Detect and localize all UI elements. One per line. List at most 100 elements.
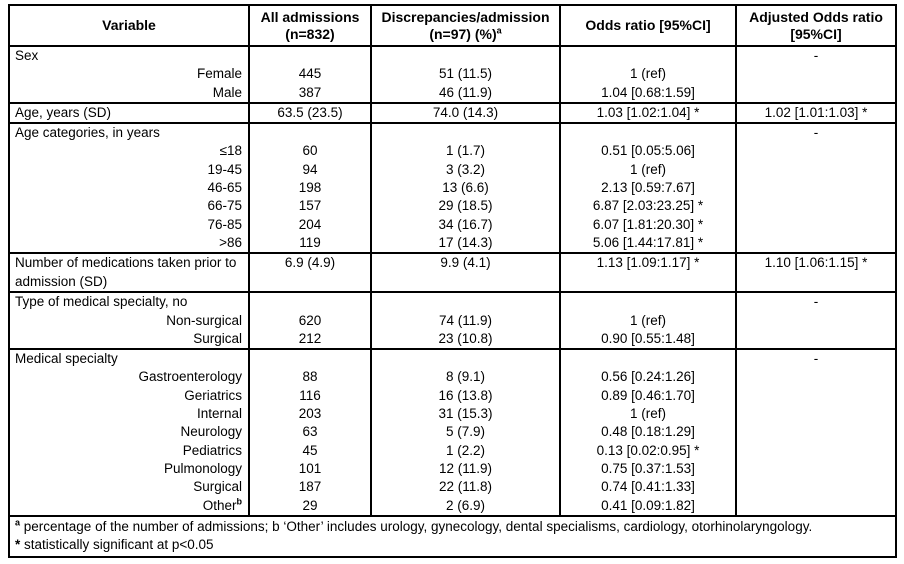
cell-discrepancies bbox=[370, 47, 559, 66]
cell-discrepancies bbox=[370, 350, 559, 369]
footnote-significance: * statistically significant at p<0.05 bbox=[15, 536, 890, 555]
table-row-surgical-type: Surgical 212 23 (10.8) 0.90 [0.55:1.48] bbox=[10, 329, 895, 349]
cell-adjusted-odds-ratio bbox=[735, 329, 895, 349]
cell-adjusted-odds-ratio bbox=[735, 160, 895, 180]
table-row-medications: Number of medications taken prior to adm… bbox=[10, 252, 895, 292]
table-row-age-76-85: 76-85 204 34 (16.7) 6.07 [1.81:20.30] * bbox=[10, 215, 895, 234]
cell-odds-ratio: 1.03 [1.02:1.04] * bbox=[559, 103, 735, 123]
header-all-admissions-line2: (n=832) bbox=[285, 25, 335, 42]
cell-adjusted-odds-ratio: - bbox=[735, 293, 895, 312]
cell-odds-ratio: 0.74 [0.41:1.33] bbox=[559, 478, 735, 497]
cell-discrepancies: 9.9 (4.1) bbox=[370, 254, 559, 292]
cell-odds-ratio: 1 (ref) bbox=[559, 311, 735, 330]
row-label: >86 bbox=[219, 234, 242, 250]
cell-adjusted-odds-ratio: 1.10 [1.06:1.15] * bbox=[735, 254, 895, 292]
cell-discrepancies: 16 (13.8) bbox=[370, 386, 559, 406]
row-label: 76-85 bbox=[207, 216, 242, 232]
table-row-group-age-categories: Age categories, in years - bbox=[10, 122, 895, 143]
header-discrepancies-line2: (n=97) (%)a bbox=[429, 25, 501, 43]
cell-adjusted-odds-ratio bbox=[735, 478, 895, 497]
footnote-a-text: percentage of the number of admissions; … bbox=[20, 518, 813, 534]
cell-all-admissions: 204 bbox=[248, 215, 370, 234]
cell-all-admissions bbox=[248, 124, 370, 143]
cell-discrepancies: 51 (11.5) bbox=[370, 65, 559, 84]
cell-adjusted-odds-ratio: - bbox=[735, 124, 895, 143]
cell-odds-ratio: 0.89 [0.46:1.70] bbox=[559, 386, 735, 406]
cell-odds-ratio bbox=[559, 124, 735, 143]
cell-discrepancies bbox=[370, 293, 559, 312]
table-row-pediatrics: Pediatrics 45 1 (2.2) 0.13 [0.02:0.95] * bbox=[10, 441, 895, 460]
cell-discrepancies: 74 (11.9) bbox=[370, 311, 559, 330]
cell-discrepancies: 1 (1.7) bbox=[370, 142, 559, 161]
cell-odds-ratio: 1 (ref) bbox=[559, 65, 735, 84]
table-row-geriatrics: Geriatrics 116 16 (13.8) 0.89 [0.46:1.70… bbox=[10, 386, 895, 406]
footnote-marker-b: b bbox=[236, 496, 243, 507]
table-row-internal: Internal 203 31 (15.3) 1 (ref) bbox=[10, 405, 895, 424]
cell-all-admissions: 157 bbox=[248, 197, 370, 216]
table-row-male: Male 387 46 (11.9) 1.04 [0.68:1.59] bbox=[10, 83, 895, 102]
cell-discrepancies: 12 (11.9) bbox=[370, 459, 559, 479]
table-row-age-19-45: 19-45 94 3 (3.2) 1 (ref) bbox=[10, 160, 895, 180]
table-row-group-sex: Sex - bbox=[10, 45, 895, 66]
cell-odds-ratio: 2.13 [0.59:7.67] bbox=[559, 179, 735, 198]
table-footnotes: a percentage of the number of admissions… bbox=[10, 514, 895, 556]
cell-discrepancies: 31 (15.3) bbox=[370, 405, 559, 424]
footnote-a-marker: a bbox=[15, 517, 21, 528]
table-row-pulmonology: Pulmonology 101 12 (11.9) 0.75 [0.37:1.5… bbox=[10, 459, 895, 479]
cell-all-admissions: 445 bbox=[248, 65, 370, 84]
cell-all-admissions: 187 bbox=[248, 478, 370, 497]
significance-star: * bbox=[15, 537, 21, 553]
header-discrepancies-line1: Discrepancies/admission bbox=[381, 8, 550, 25]
cell-adjusted-odds-ratio bbox=[735, 83, 895, 102]
cell-adjusted-odds-ratio: 1.02 [1.01:1.03] * bbox=[735, 103, 895, 123]
cell-odds-ratio: 0.13 [0.02:0.95] * bbox=[559, 441, 735, 460]
footnote-a: a percentage of the number of admissions… bbox=[15, 518, 890, 537]
cell-all-admissions: 94 bbox=[248, 160, 370, 180]
cell-odds-ratio: 1.13 [1.09:1.17] * bbox=[559, 254, 735, 292]
cell-discrepancies: 34 (16.7) bbox=[370, 215, 559, 234]
cell-adjusted-odds-ratio bbox=[735, 386, 895, 406]
cell-adjusted-odds-ratio: - bbox=[735, 350, 895, 369]
cell-discrepancies: 13 (6.6) bbox=[370, 179, 559, 198]
table-row-group-medical-specialty: Medical specialty - bbox=[10, 348, 895, 369]
cell-all-admissions: 29 bbox=[248, 496, 370, 515]
row-label: ≤18 bbox=[219, 143, 242, 159]
cell-odds-ratio: 0.56 [0.24:1.26] bbox=[559, 368, 735, 387]
row-label: Age categories, in years bbox=[15, 125, 160, 141]
cell-odds-ratio: 1.04 [0.68:1.59] bbox=[559, 83, 735, 102]
row-label: 66-75 bbox=[207, 198, 242, 214]
table-row-other: Otherb 29 2 (6.9) 0.41 [0.09:1.82] bbox=[10, 496, 895, 515]
header-odds-ratio: Odds ratio [95%CI] bbox=[559, 6, 735, 45]
row-label: Neurology bbox=[180, 424, 242, 440]
cell-discrepancies: 17 (14.3) bbox=[370, 233, 559, 253]
row-label: Internal bbox=[196, 406, 242, 422]
table-row-age-years: Age, years (SD) 63.5 (23.5) 74.0 (14.3) … bbox=[10, 101, 895, 123]
footnote-significance-text: statistically significant at p<0.05 bbox=[20, 537, 214, 553]
row-label: Otherb bbox=[10, 497, 248, 515]
cell-adjusted-odds-ratio bbox=[735, 405, 895, 424]
row-label: Number of medications taken prior to adm… bbox=[15, 255, 237, 289]
cell-discrepancies: 29 (18.5) bbox=[370, 197, 559, 216]
cell-adjusted-odds-ratio bbox=[735, 215, 895, 234]
cell-odds-ratio: 0.48 [0.18:1.29] bbox=[559, 423, 735, 442]
table-row-gastroenterology: Gastroenterology 88 8 (9.1) 0.56 [0.24:1… bbox=[10, 368, 895, 387]
row-label: 46-65 bbox=[207, 180, 242, 196]
cell-discrepancies: 46 (11.9) bbox=[370, 83, 559, 102]
cell-odds-ratio: 1 (ref) bbox=[559, 405, 735, 424]
cell-adjusted-odds-ratio bbox=[735, 179, 895, 198]
table-row-age-66-75: 66-75 157 29 (18.5) 6.87 [2.03:23.25] * bbox=[10, 197, 895, 216]
cell-adjusted-odds-ratio bbox=[735, 142, 895, 161]
row-label-text: Other bbox=[202, 497, 237, 513]
row-label: Type of medical specialty, no bbox=[15, 294, 188, 310]
table-row-neurology: Neurology 63 5 (7.9) 0.48 [0.18:1.29] bbox=[10, 423, 895, 442]
cell-all-admissions bbox=[248, 293, 370, 312]
header-adjusted-line1: Adjusted Odds ratio bbox=[749, 8, 883, 25]
row-label: Non-surgical bbox=[166, 312, 242, 328]
cell-all-admissions: 45 bbox=[248, 441, 370, 460]
header-adjusted-odds-ratio: Adjusted Odds ratio [95%CI] bbox=[735, 6, 895, 45]
cell-odds-ratio: 0.51 [0.05:5.06] bbox=[559, 142, 735, 161]
cell-adjusted-odds-ratio bbox=[735, 368, 895, 387]
cell-all-admissions bbox=[248, 350, 370, 369]
row-label: Male bbox=[212, 84, 242, 100]
